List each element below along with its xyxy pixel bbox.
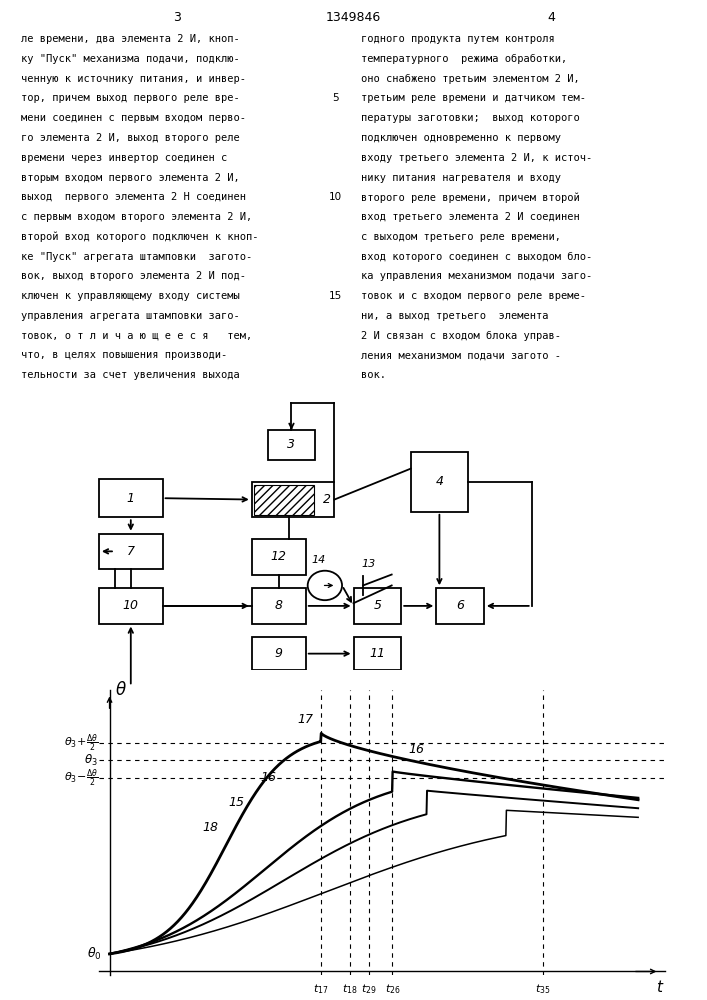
Text: 7: 7: [127, 545, 135, 558]
Text: ку "Пуск" механизма подачи, подклю-: ку "Пуск" механизма подачи, подклю-: [21, 54, 240, 64]
Text: вход третьего элемента 2 И соединен: вход третьего элемента 2 И соединен: [361, 212, 579, 222]
Text: вход которого соединен с выходом бло-: вход которого соединен с выходом бло-: [361, 252, 592, 262]
Bar: [268, 430, 315, 460]
Text: 4: 4: [547, 11, 556, 24]
Text: управления агрегата штамповки заго-: управления агрегата штамповки заго-: [21, 311, 240, 321]
Text: мени соединен с первым входом перво-: мени соединен с первым входом перво-: [21, 113, 246, 123]
Bar: [354, 637, 402, 670]
Text: 10: 10: [329, 192, 342, 202]
Text: $\theta_0$: $\theta_0$: [87, 946, 102, 962]
Text: 11: 11: [369, 647, 385, 660]
Text: температурного  режима обработки,: температурного режима обработки,: [361, 54, 567, 64]
Bar: [99, 534, 163, 569]
Text: 14: 14: [311, 555, 326, 565]
Text: вторым входом первого элемента 2 И,: вторым входом первого элемента 2 И,: [21, 173, 240, 183]
Text: 1: 1: [127, 492, 135, 505]
Text: $\theta_3\!-\!\frac{\Delta\theta}{2}$: $\theta_3\!-\!\frac{\Delta\theta}{2}$: [64, 767, 98, 789]
Text: товок, о т л и ч а ю щ е е с я   тем,: товок, о т л и ч а ю щ е е с я тем,: [21, 331, 252, 341]
Bar: [252, 539, 306, 575]
Text: 13: 13: [361, 559, 375, 569]
Text: 4: 4: [436, 475, 443, 488]
Bar: [252, 482, 334, 517]
Text: 18: 18: [202, 821, 218, 834]
Text: го элемента 2 И, выход второго реле: го элемента 2 И, выход второго реле: [21, 133, 240, 143]
Bar: [255, 485, 314, 515]
Bar: [252, 637, 306, 670]
Text: с выходом третьего реле времени,: с выходом третьего реле времени,: [361, 232, 561, 242]
Text: ле времени, два элемента 2 И, кноп-: ле времени, два элемента 2 И, кноп-: [21, 34, 240, 44]
Text: входу третьего элемента 2 И, к источ-: входу третьего элемента 2 И, к источ-: [361, 153, 592, 163]
Text: ления механизмом подачи загото -: ления механизмом подачи загото -: [361, 350, 561, 360]
Text: 15: 15: [329, 291, 342, 301]
Text: тельности за счет увеличения выхода: тельности за счет увеличения выхода: [21, 370, 240, 380]
Text: 16: 16: [408, 743, 424, 756]
Text: ке "Пуск" агрегата штамповки  загото-: ке "Пуск" агрегата штамповки загото-: [21, 252, 252, 262]
Text: оно снабжено третьим элементом 2 И,: оно снабжено третьим элементом 2 И,: [361, 74, 579, 84]
Text: тор, причем выход первого реле вре-: тор, причем выход первого реле вре-: [21, 93, 240, 103]
Bar: [354, 588, 402, 624]
Text: ка управления механизмом подачи заго-: ка управления механизмом подачи заго-: [361, 271, 592, 281]
Text: t: t: [656, 980, 662, 995]
Text: 1349846: 1349846: [326, 11, 381, 24]
Text: 5: 5: [373, 599, 381, 612]
Text: пературы заготовки;  выход которого: пературы заготовки; выход которого: [361, 113, 579, 123]
Text: $\theta_3\!+\!\frac{\Delta\theta}{2}$: $\theta_3\!+\!\frac{\Delta\theta}{2}$: [64, 732, 98, 754]
Text: $t_{29}$: $t_{29}$: [361, 982, 376, 996]
Text: 8: 8: [275, 599, 283, 612]
Text: 12: 12: [271, 550, 287, 563]
Text: 10: 10: [123, 599, 139, 612]
Text: $t_{26}$: $t_{26}$: [385, 982, 400, 996]
Text: 2 И связан с входом блока управ-: 2 И связан с входом блока управ-: [361, 331, 561, 341]
Bar: [252, 588, 306, 624]
Text: нику питания нагревателя и входу: нику питания нагревателя и входу: [361, 173, 561, 183]
Text: 6: 6: [456, 599, 464, 612]
Text: Фиг.1: Фиг.1: [331, 690, 376, 704]
Bar: [99, 588, 163, 624]
Text: $t_{17}$: $t_{17}$: [313, 982, 329, 996]
Text: 9: 9: [275, 647, 283, 660]
Text: второй вход которого подключен к кноп-: второй вход которого подключен к кноп-: [21, 232, 259, 242]
Text: 5: 5: [332, 93, 339, 103]
Text: $\theta_3$: $\theta_3$: [84, 753, 98, 768]
Text: 15: 15: [228, 796, 245, 809]
Text: третьим реле времени и датчиком тем-: третьим реле времени и датчиком тем-: [361, 93, 585, 103]
Text: ни, а выход третьего  элемента: ни, а выход третьего элемента: [361, 311, 548, 321]
Text: ченную к источнику питания, и инвер-: ченную к источнику питания, и инвер-: [21, 74, 246, 84]
Text: времени через инвертор соединен с: времени через инвертор соединен с: [21, 153, 228, 163]
Text: $\theta$: $\theta$: [115, 681, 127, 699]
Text: подключен одновременно к первому: подключен одновременно к первому: [361, 133, 561, 143]
Text: 2: 2: [323, 493, 331, 506]
Text: $t_{18}$: $t_{18}$: [342, 982, 358, 996]
Text: выход  первого элемента 2 Н соединен: выход первого элемента 2 Н соединен: [21, 192, 246, 202]
Text: товок и с входом первого реле време-: товок и с входом первого реле време-: [361, 291, 585, 301]
Text: что, в целях повышения производи-: что, в целях повышения производи-: [21, 350, 228, 360]
Text: 16: 16: [260, 771, 276, 784]
Text: второго реле времени, причем второй: второго реле времени, причем второй: [361, 192, 579, 203]
Text: вок, выход второго элемента 2 И под-: вок, выход второго элемента 2 И под-: [21, 271, 246, 281]
Bar: [436, 588, 484, 624]
Text: 17: 17: [297, 713, 313, 726]
Text: 3: 3: [288, 438, 296, 452]
Text: 3: 3: [173, 11, 181, 24]
Text: вок.: вок.: [361, 370, 385, 380]
Text: годного продукта путем контроля: годного продукта путем контроля: [361, 34, 554, 44]
Text: $t_{35}$: $t_{35}$: [535, 982, 551, 996]
Text: с первым входом второго элемента 2 И,: с первым входом второго элемента 2 И,: [21, 212, 252, 222]
Text: ключен к управляющему входу системы: ключен к управляющему входу системы: [21, 291, 240, 301]
Bar: [99, 479, 163, 517]
Bar: [411, 452, 468, 512]
